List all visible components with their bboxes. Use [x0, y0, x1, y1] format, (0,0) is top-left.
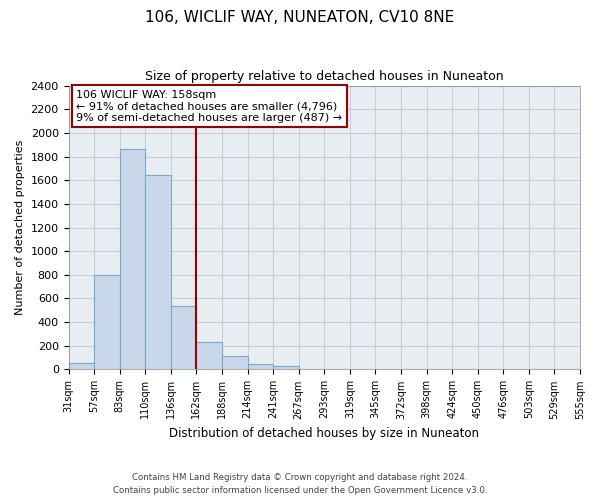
Bar: [171, 306, 196, 370]
Bar: [196, 342, 222, 369]
Text: Contains HM Land Registry data © Crown copyright and database right 2024.
Contai: Contains HM Land Registry data © Crown c…: [113, 474, 487, 495]
Text: 106 WICLIF WAY: 158sqm
← 91% of detached houses are smaller (4,796)
9% of semi-d: 106 WICLIF WAY: 158sqm ← 91% of detached…: [76, 90, 343, 123]
Bar: [94, 275, 119, 370]
Bar: [68, 363, 94, 370]
Bar: [222, 356, 248, 370]
Bar: [248, 364, 273, 370]
Title: Size of property relative to detached houses in Nuneaton: Size of property relative to detached ho…: [145, 70, 503, 83]
Bar: [145, 176, 171, 370]
Bar: [119, 150, 145, 370]
Bar: [273, 366, 299, 370]
Text: 106, WICLIF WAY, NUNEATON, CV10 8NE: 106, WICLIF WAY, NUNEATON, CV10 8NE: [145, 10, 455, 25]
Y-axis label: Number of detached properties: Number of detached properties: [15, 140, 25, 315]
X-axis label: Distribution of detached houses by size in Nuneaton: Distribution of detached houses by size …: [169, 427, 479, 440]
